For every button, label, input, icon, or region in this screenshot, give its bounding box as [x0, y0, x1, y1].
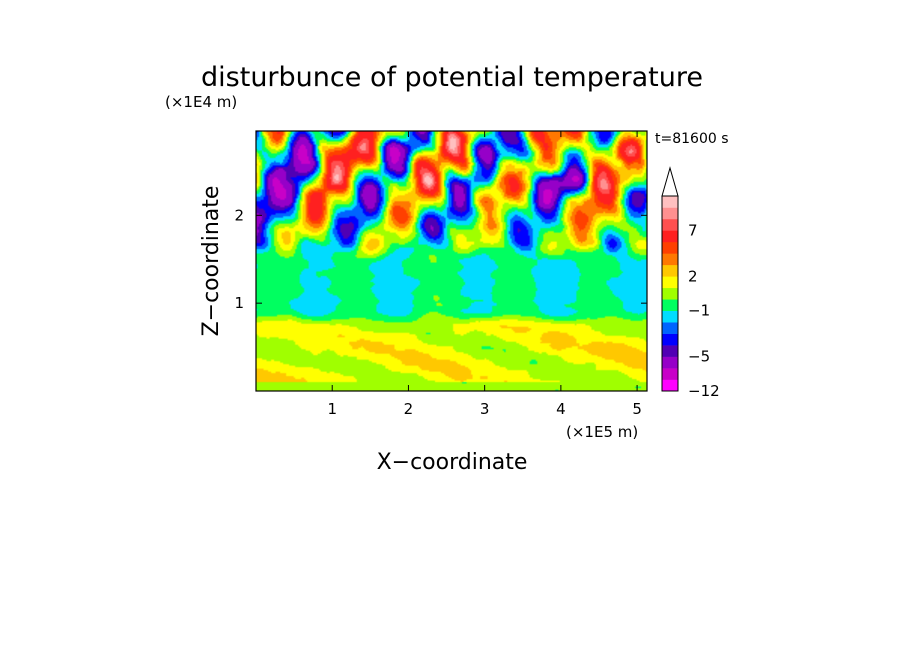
colorbar-segment: [662, 196, 678, 208]
plot-frame: [255, 130, 648, 392]
colorbar-segment: [662, 379, 678, 392]
x-tick-label: 3: [480, 400, 490, 418]
colorbar-segment: [662, 333, 678, 346]
x-tick-label: 2: [404, 400, 414, 418]
colorbar-label: −12: [688, 382, 720, 400]
colorbar-extend-arrow: [661, 166, 679, 197]
chart-title: disturbunce of potential temperature: [201, 62, 703, 93]
x-unit-label: (×1E5 m): [566, 423, 638, 441]
y-axis-label: Z−coordinate: [199, 186, 224, 337]
colorbar-segment: [662, 207, 678, 220]
colorbar-frame: [661, 195, 679, 392]
y-axis-ticks: 12: [234, 206, 647, 312]
colorbar-segment: [662, 310, 678, 323]
colorbar-segment: [662, 287, 678, 300]
colorbar-segment: [662, 264, 678, 277]
colorbar-segment: [662, 253, 678, 266]
colorbar-segment: [662, 276, 678, 289]
time-label: t=81600 s: [655, 131, 729, 147]
x-tick-label: 4: [556, 400, 566, 418]
x-tick-label: 5: [632, 400, 642, 418]
x-tick-label: 1: [327, 400, 337, 418]
colorbar-label: 7: [688, 221, 698, 239]
colorbar-segment: [662, 356, 678, 369]
colorbar: −12−5−127: [661, 166, 720, 400]
x-axis-label: X−coordinate: [377, 450, 528, 475]
colorbar-label: −1: [688, 302, 710, 320]
colorbar-label: 2: [688, 267, 698, 285]
colorbar-segment: [662, 322, 678, 334]
y-tick-label: 2: [234, 206, 244, 224]
colorbar-segment: [662, 241, 678, 254]
colorbar-segment: [662, 299, 678, 312]
heatmap-field: [256, 131, 647, 391]
colorbar-label: −5: [688, 348, 710, 366]
colorbar-segment: [662, 218, 678, 231]
colorbar-segment: [662, 368, 678, 380]
y-unit-label: (×1E4 m): [165, 93, 237, 111]
x-axis-ticks: 1 2 3 4 5: [327, 131, 642, 418]
y-tick-label: 1: [234, 294, 244, 312]
colorbar-segment: [662, 345, 678, 357]
colorbar-segment: [662, 230, 678, 243]
